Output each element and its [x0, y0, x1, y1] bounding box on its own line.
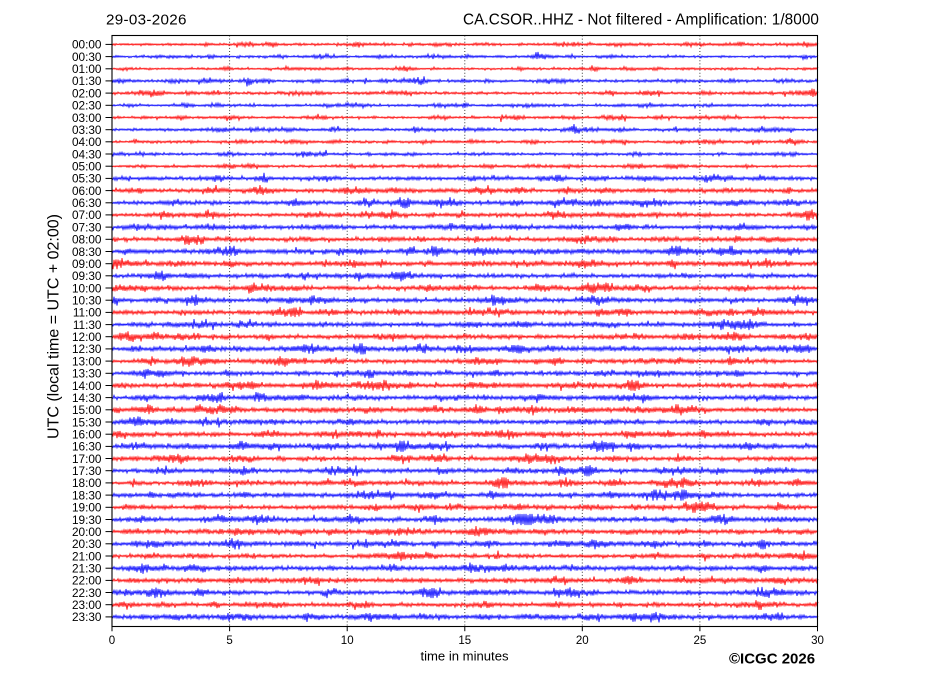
svg-text:18:30: 18:30	[72, 488, 102, 502]
svg-text:10: 10	[341, 635, 354, 647]
svg-text:08:30: 08:30	[72, 245, 102, 259]
svg-text:19:00: 19:00	[72, 501, 102, 515]
svg-text:29-03-2026: 29-03-2026	[106, 11, 187, 28]
svg-text:20:00: 20:00	[72, 525, 102, 539]
svg-text:21:00: 21:00	[72, 549, 102, 563]
svg-text:©ICGC 2026: ©ICGC 2026	[729, 650, 815, 667]
svg-text:00:30: 00:30	[72, 50, 102, 64]
svg-text:07:00: 07:00	[72, 208, 102, 222]
svg-text:14:00: 14:00	[72, 379, 102, 393]
svg-text:14:30: 14:30	[72, 391, 102, 405]
svg-text:5: 5	[226, 635, 232, 647]
svg-text:17:00: 17:00	[72, 452, 102, 466]
svg-text:25: 25	[694, 635, 707, 647]
svg-text:12:30: 12:30	[72, 342, 102, 356]
svg-text:10:30: 10:30	[72, 294, 102, 308]
svg-text:05:00: 05:00	[72, 160, 102, 174]
svg-text:16:30: 16:30	[72, 440, 102, 454]
svg-text:01:00: 01:00	[72, 62, 102, 76]
svg-text:03:00: 03:00	[72, 111, 102, 125]
svg-text:18:00: 18:00	[72, 476, 102, 490]
svg-text:10:00: 10:00	[72, 281, 102, 295]
svg-text:03:30: 03:30	[72, 123, 102, 137]
svg-text:08:00: 08:00	[72, 233, 102, 247]
svg-text:23:00: 23:00	[72, 598, 102, 612]
svg-text:07:30: 07:30	[72, 220, 102, 234]
svg-text:04:00: 04:00	[72, 135, 102, 149]
svg-text:02:00: 02:00	[72, 86, 102, 100]
svg-text:09:00: 09:00	[72, 257, 102, 271]
svg-text:CA.CSOR..HHZ - Not filtered -: CA.CSOR..HHZ - Not filtered - Amplificat…	[463, 11, 819, 28]
svg-text:01:30: 01:30	[72, 74, 102, 88]
svg-text:22:30: 22:30	[72, 586, 102, 600]
svg-text:19:30: 19:30	[72, 513, 102, 527]
svg-text:16:00: 16:00	[72, 428, 102, 442]
svg-text:UTC (local time = UTC + 02:00): UTC (local time = UTC + 02:00)	[46, 214, 63, 439]
svg-text:11:30: 11:30	[73, 318, 102, 332]
svg-text:04:30: 04:30	[72, 147, 102, 161]
svg-text:15:30: 15:30	[72, 415, 102, 429]
svg-text:0: 0	[109, 635, 115, 647]
svg-text:21:30: 21:30	[72, 562, 102, 576]
svg-text:23:30: 23:30	[72, 610, 102, 624]
svg-text:11:00: 11:00	[73, 306, 102, 320]
svg-text:00:00: 00:00	[72, 38, 102, 52]
svg-text:09:30: 09:30	[72, 269, 102, 283]
svg-text:05:30: 05:30	[72, 172, 102, 186]
svg-text:22:00: 22:00	[72, 574, 102, 588]
svg-text:13:30: 13:30	[72, 367, 102, 381]
svg-text:20: 20	[576, 635, 589, 647]
svg-text:06:30: 06:30	[72, 196, 102, 210]
svg-text:15:00: 15:00	[72, 403, 102, 417]
svg-text:06:00: 06:00	[72, 184, 102, 198]
svg-text:30: 30	[811, 635, 824, 647]
svg-text:02:30: 02:30	[72, 99, 102, 113]
svg-text:13:00: 13:00	[72, 354, 102, 368]
svg-text:15: 15	[458, 635, 471, 647]
svg-text:20:30: 20:30	[72, 537, 102, 551]
svg-text:17:30: 17:30	[72, 464, 102, 478]
svg-text:12:00: 12:00	[72, 330, 102, 344]
svg-text:time in minutes: time in minutes	[420, 649, 509, 664]
